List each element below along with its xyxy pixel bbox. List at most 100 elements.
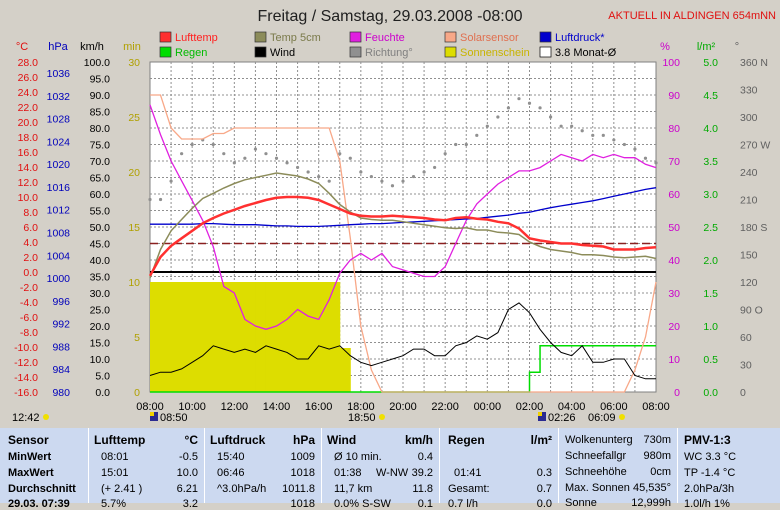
legend-label: 3.8 Monat-Ø (555, 47, 617, 59)
tick-label: 270 W (740, 140, 770, 152)
table-cell: 730m (643, 434, 671, 446)
tick-label: 330 (740, 85, 758, 97)
time-tick-label: 04:00 (558, 401, 586, 413)
wind-direction-point (158, 197, 163, 202)
tick-label: 1008 (47, 228, 71, 240)
wind-direction-point (506, 106, 511, 110)
tick-label: 50 (668, 222, 680, 234)
tick-label: 4.0 (23, 237, 38, 249)
tick-label: 22.0 (18, 102, 39, 114)
solar-line (150, 94, 657, 393)
wind-direction-point (622, 142, 626, 147)
table-col-luftdruck: Luftdruck hPa 15:40 1009 06:46 1018 ^3.0… (205, 428, 322, 510)
tick-label: 24.0 (18, 87, 39, 99)
tick-label: 984 (52, 364, 70, 376)
table-cell: W-NW (376, 467, 409, 479)
tick-label: 80 (668, 123, 680, 135)
tick-label: 0 (674, 387, 680, 399)
air-temp-line (148, 195, 657, 277)
sunshine-bar (192, 282, 204, 392)
moon-icon-detail (150, 412, 154, 416)
tick-label: 85.0 (90, 107, 111, 119)
tick-label: 1.0 (703, 321, 718, 333)
tick-label: -12.0 (14, 357, 38, 369)
table-unit: hPa (292, 433, 315, 447)
tick-label: -10.0 (14, 342, 38, 354)
legend-label: Sonnenschein (460, 47, 530, 59)
tick-label: 980 (52, 387, 70, 399)
tick-label: 5 (134, 332, 140, 344)
tick-label: 70.0 (90, 156, 111, 168)
stats-table: Sensor MinWert MaxWert Durchschnitt 29.0… (0, 428, 780, 510)
tick-label: 10 (128, 277, 140, 289)
tick-label: 30 (668, 288, 680, 300)
legend-swatch (159, 31, 172, 43)
tick-label: 1028 (47, 114, 71, 126)
moon-icon (150, 412, 158, 421)
tick-label: 8.0 (23, 207, 38, 219)
legend-swatch (444, 31, 457, 43)
wind-direction-point (295, 165, 300, 170)
tick-label: 20 (128, 167, 140, 179)
table-cell: 1009 (290, 451, 315, 463)
marker-time: 06:09 (588, 412, 616, 424)
sunshine-bar (150, 282, 162, 392)
legend-swatch (444, 46, 457, 58)
legend-label: Richtung° (365, 47, 413, 59)
tick-label: 28.0 (18, 57, 39, 69)
wind-direction-point (369, 174, 373, 179)
tick-label: 360 N (740, 57, 768, 69)
time-tick-label: 18:00 (347, 401, 375, 413)
table-header: PMV-1:3 (684, 433, 731, 447)
axis-unit-label: min (123, 41, 141, 53)
wind-direction-point (580, 129, 584, 133)
sunshine-bar (265, 282, 277, 392)
tick-label: 992 (52, 319, 70, 331)
tick-label: 14.0 (18, 162, 39, 174)
wind-direction-point (454, 142, 458, 147)
sunshine-bar (160, 282, 172, 392)
wind-direction-point (559, 124, 563, 128)
marker-time: 08:50 (160, 412, 188, 424)
wind-direction-point (422, 170, 426, 174)
time-tick-label: 16:00 (305, 401, 333, 413)
table-cell: 1.0l/h 1% (684, 498, 730, 510)
tick-label: 65.0 (90, 173, 111, 185)
tick-label: 60.0 (90, 189, 111, 201)
tick-label: 0.5 (703, 354, 718, 366)
table-cell: 01:41 (454, 467, 482, 479)
sunshine-bar (181, 282, 193, 392)
tick-label: -14.0 (14, 372, 38, 384)
tick-label: 40.0 (90, 255, 111, 267)
table-col-lufttemp: Lufttemp °C 08:01 -0.5 15:01 10.0 (+ 2.4… (89, 428, 205, 510)
table-cell: Ø 10 min. (334, 451, 382, 463)
tick-label: 180 S (740, 222, 767, 234)
legend-label: Luftdruck* (555, 32, 605, 44)
tick-label: 20.0 (18, 117, 39, 129)
marker-time: 02:26 (548, 412, 576, 424)
tick-label: 0 (134, 387, 140, 399)
tick-label: 16.0 (18, 147, 39, 159)
tick-label: 2.5 (703, 222, 718, 234)
sun-icon (43, 414, 49, 420)
wind-direction-point (612, 138, 616, 142)
table-cell: 08:01 (101, 451, 129, 463)
wind-direction-point (390, 184, 395, 188)
table-col-regen: Regen l/m² 01:41 0.3 Gesamt: 0.7 0.7 l/h… (440, 428, 559, 510)
sunshine-bar (234, 282, 246, 392)
legend-label: Solarsensor (460, 32, 519, 44)
tick-label: 1012 (47, 205, 71, 217)
time-tick-label: 12:00 (221, 401, 249, 413)
tick-label: 10.0 (90, 354, 111, 366)
table-cell: 12,999h (631, 497, 671, 509)
table-cell: 0.7 l/h (448, 498, 478, 510)
table-cell: 45,535° (632, 482, 671, 494)
table-cell: 6.21 (176, 483, 198, 495)
sun-icon (619, 414, 625, 420)
legend-label: Lufttemp (175, 32, 218, 44)
tick-label: 988 (52, 341, 70, 353)
sunshine-bar (318, 282, 330, 392)
legend-swatch (539, 31, 552, 43)
moon-icon-detail (538, 412, 542, 416)
table-col-pmv: PMV-1:3 WC 3.3 °C TP -1.4 °C 2.0hPa/3h 1… (678, 428, 780, 510)
